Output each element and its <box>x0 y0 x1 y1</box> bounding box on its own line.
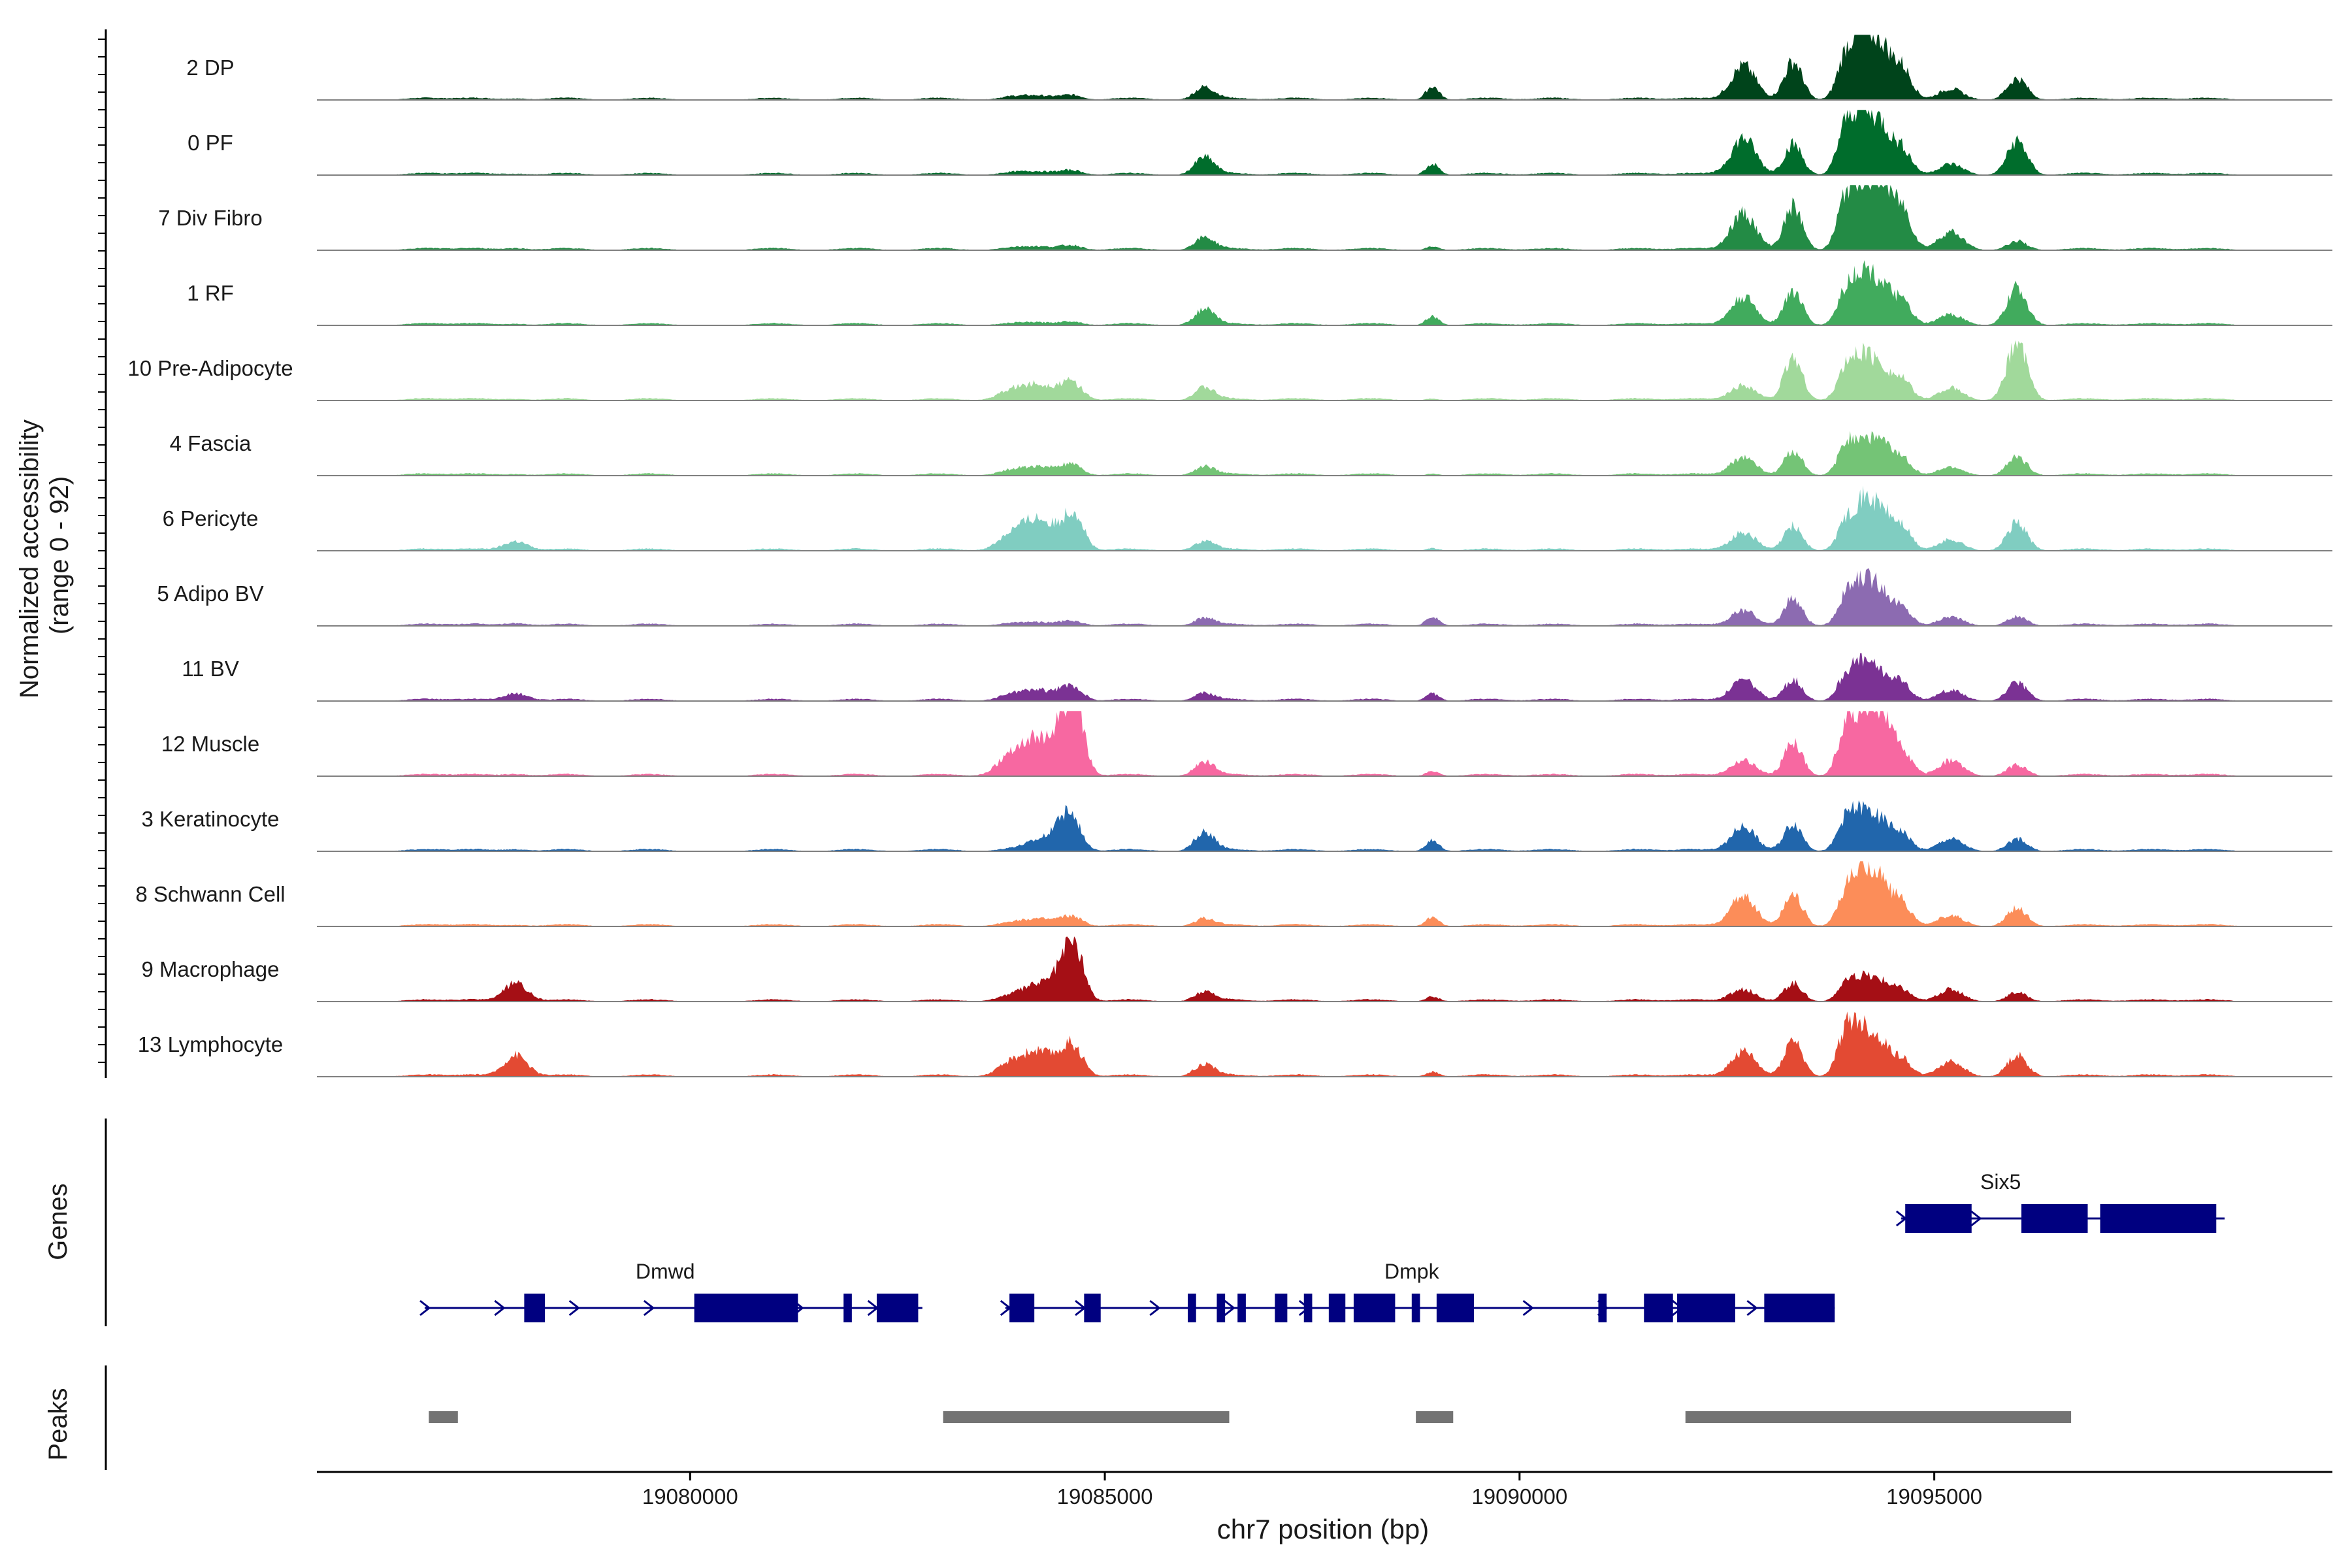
track-area <box>317 653 2332 701</box>
strand-arrow <box>1746 1299 1758 1316</box>
exon <box>1644 1294 1673 1322</box>
x-tick-label: 19095000 <box>1886 1484 1982 1509</box>
exon <box>1764 1294 1835 1322</box>
track-label: 9 Macrophage <box>142 957 280 981</box>
strand-arrow <box>643 1299 655 1316</box>
strand-arrow <box>1149 1299 1161 1316</box>
x-axis-title: chr7 position (bp) <box>1217 1514 1429 1544</box>
exon <box>1275 1294 1288 1322</box>
gene-name: Dmpk <box>1384 1260 1440 1283</box>
track-area <box>317 431 2332 476</box>
exon <box>694 1294 798 1322</box>
peak-region <box>943 1411 1230 1423</box>
track-label: 7 Div Fibro <box>158 206 263 230</box>
gene-six5: Six5 <box>1895 1170 2225 1233</box>
track-area <box>317 936 2332 1002</box>
track-7-div-fibro: 7 Div Fibro <box>158 185 2332 251</box>
strand-arrow <box>568 1299 580 1316</box>
peak-region <box>1685 1411 2072 1423</box>
track-area <box>317 861 2332 926</box>
x-tick-label: 19090000 <box>1471 1484 1567 1509</box>
exon <box>1353 1294 1396 1322</box>
peaks-panel <box>105 1365 2072 1470</box>
exon <box>1084 1294 1101 1322</box>
strand-arrow <box>1224 1299 1235 1316</box>
exon <box>1598 1294 1607 1322</box>
accessibility-tracks: 2 DP 0 PF 7 Div Fibro 1 RF 10 Pre-Adipocyte 4… <box>98 29 2332 1078</box>
track-label: 12 Muscle <box>161 732 259 756</box>
exon <box>1009 1294 1035 1322</box>
track-label: 11 BV <box>182 657 238 681</box>
exon <box>1237 1294 1246 1322</box>
track-8-schwann-cell: 8 Schwann Cell <box>135 861 2332 927</box>
track-label: 3 Keratinocyte <box>142 807 280 831</box>
genes-panel-label: Genes <box>44 1183 73 1260</box>
exon <box>1905 1204 1972 1233</box>
exon <box>1677 1294 1735 1322</box>
peak-region <box>429 1411 458 1423</box>
track-label: 5 Adipo BV <box>157 581 263 606</box>
track-area <box>317 800 2332 851</box>
track-area <box>317 340 2332 400</box>
track-area <box>317 568 2332 626</box>
x-tick-label: 19085000 <box>1057 1484 1153 1509</box>
gene-name: Six5 <box>1980 1170 2021 1194</box>
track-area <box>317 485 2332 551</box>
peak-region <box>1416 1411 1454 1423</box>
track-6-pericyte: 6 Pericyte <box>163 485 2332 551</box>
exon <box>876 1294 919 1322</box>
track-label: 4 Fascia <box>170 431 252 455</box>
track-area <box>317 35 2332 100</box>
strand-arrow <box>1522 1299 1534 1316</box>
track-13-lymphocyte: 13 Lymphocyte <box>138 1011 2332 1077</box>
track-label: 1 RF <box>187 281 234 305</box>
track-label: 6 Pericyte <box>163 506 259 531</box>
track-area <box>317 185 2332 250</box>
exon <box>2100 1204 2217 1233</box>
exon <box>1411 1294 1420 1322</box>
track-0-pf: 0 PF <box>188 110 2332 176</box>
track-label: 2 DP <box>186 56 234 80</box>
track-label: 10 Pre-Adipocyte <box>127 356 293 380</box>
peaks-panel-label: Peaks <box>44 1388 73 1460</box>
track-4-fascia: 4 Fascia <box>170 431 2332 476</box>
exon <box>1328 1294 1346 1322</box>
x-axis: 19080000 19085000 19090000 19095000 <box>317 1471 2332 1509</box>
strand-arrow <box>419 1299 431 1316</box>
track-5-adipo-bv: 5 Adipo BV <box>157 568 2332 627</box>
track-label: 13 Lymphocyte <box>138 1032 284 1056</box>
gene-name: Dmwd <box>636 1260 695 1283</box>
strand-arrow <box>494 1299 506 1316</box>
exon <box>1188 1294 1196 1322</box>
strand-arrow <box>1970 1210 1982 1227</box>
track-area <box>317 711 2332 776</box>
exon <box>1303 1294 1313 1322</box>
y-axis-label: Normalized accessibility (range 0 - 92) <box>15 412 74 698</box>
gene-dmwd: Dmwd <box>419 1260 923 1322</box>
track-11-bv: 11 BV <box>182 653 2332 702</box>
track-label: 8 Schwann Cell <box>135 882 285 906</box>
x-tick-label: 19080000 <box>642 1484 738 1509</box>
track-10-pre-adipocyte: 10 Pre-Adipocyte <box>127 340 2332 401</box>
exon <box>1217 1294 1226 1322</box>
exon <box>2021 1204 2088 1233</box>
track-3-keratinocyte: 3 Keratinocyte <box>142 800 2332 852</box>
gene-annotation-panel: Dmwd Dmpk Six5 <box>105 1119 2225 1326</box>
exon <box>524 1294 546 1322</box>
track-12-muscle: 12 Muscle <box>161 711 2332 777</box>
track-2-dp: 2 DP <box>186 35 2332 101</box>
track-area <box>317 1011 2332 1077</box>
exon <box>1436 1294 1475 1322</box>
track-area <box>317 110 2332 175</box>
track-area <box>317 260 2332 325</box>
track-9-macrophage: 9 Macrophage <box>142 936 2332 1002</box>
exon <box>843 1294 852 1322</box>
track-label: 0 PF <box>188 131 233 155</box>
gene-dmpk: Dmpk <box>1000 1260 1835 1322</box>
track-1-rf: 1 RF <box>187 260 2332 326</box>
